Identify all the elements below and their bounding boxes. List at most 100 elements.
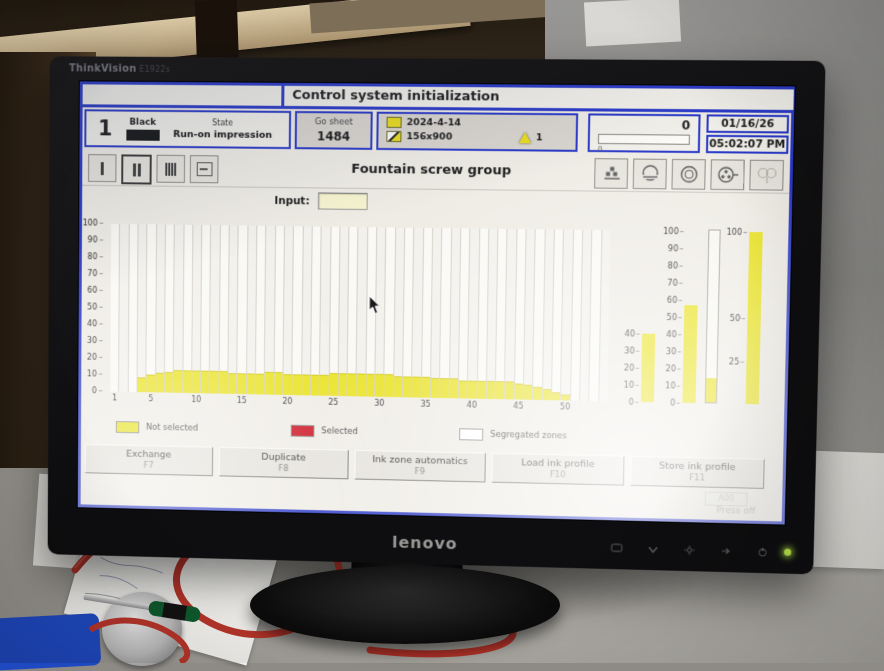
single-zone-icon[interactable]: [88, 154, 117, 183]
gauge-track[interactable]: [682, 231, 699, 404]
legend-item: Not selected: [115, 421, 198, 435]
button-fkey: F9: [414, 466, 426, 478]
input-source-icon[interactable]: [611, 543, 623, 553]
ink-zone-bar: [467, 380, 477, 399]
ink-zone-column[interactable]: [219, 225, 229, 394]
job-size: 156x900: [406, 131, 453, 143]
monitor-brand: ThinkVision E1922s: [69, 63, 170, 75]
ink-zone-column[interactable]: [274, 225, 284, 395]
duplicate-button[interactable]: Duplicate F8: [218, 446, 349, 480]
ink-zone-column[interactable]: [137, 224, 147, 393]
y-axis-tick: 80: [87, 252, 103, 261]
power-icon[interactable]: [756, 547, 768, 557]
ink-zone-bar: [237, 372, 246, 395]
ink-zone-automatics-button[interactable]: Ink zone automatics F9: [354, 449, 486, 483]
aux-button[interactable]: A00: [704, 491, 748, 507]
warning-icon: [518, 132, 532, 144]
ink-zone-bar: [440, 378, 449, 399]
plate-icon: [386, 130, 402, 143]
ink-zone-column[interactable]: [255, 225, 266, 395]
ink-zone-column[interactable]: [119, 223, 129, 392]
legend-item: Selected: [290, 424, 358, 438]
ink-zone-bar: [551, 392, 561, 401]
monitor-control-buttons: [611, 543, 769, 557]
gauge-tick: 50: [730, 314, 746, 323]
ink-zone-column[interactable]: [200, 224, 211, 394]
ink-color-swatch: [125, 129, 160, 141]
ink-zone-bar: [200, 370, 210, 394]
gauge-tick: 0: [628, 398, 638, 407]
y-axis-tick: 0: [92, 386, 103, 395]
input-field[interactable]: [317, 192, 368, 211]
state-value: Run-on impression: [173, 128, 273, 141]
button-fkey: F11: [688, 473, 706, 484]
ink-zone-column[interactable]: [182, 224, 193, 394]
gauge-c: [704, 229, 721, 404]
cylinder-open-icon[interactable]: [632, 158, 667, 190]
menu-arrow-icon[interactable]: [720, 546, 732, 556]
x-axis-tick: 25: [328, 397, 339, 407]
ink-zone-bar: [255, 373, 265, 395]
gauge-track[interactable]: [745, 232, 763, 405]
input-label: Input:: [274, 194, 310, 207]
exchange-button[interactable]: Exchange F7: [84, 443, 214, 477]
ink-zone-column[interactable]: [110, 223, 120, 392]
ink-zone-column[interactable]: [191, 224, 202, 394]
gauge-tick: 40: [625, 329, 641, 338]
ink-zone-bar: [542, 388, 552, 401]
page-title: Control system initialization: [284, 85, 794, 114]
gauge-track[interactable]: [704, 229, 721, 404]
ink-zone-bar: [477, 380, 486, 399]
store-ink-profile-button[interactable]: Store ink profile F11: [630, 455, 765, 489]
ink-zone-bar: [486, 380, 496, 400]
ink-zone-column[interactable]: [210, 225, 220, 394]
y-axis: 1009080706050403020100: [81, 218, 107, 397]
ink-zone-column[interactable]: [598, 230, 611, 402]
x-axis-tick: 20: [282, 396, 293, 406]
x-axis-tick: 30: [374, 398, 385, 408]
ink-zone-column[interactable]: [237, 225, 248, 395]
ink-zone-column[interactable]: [173, 224, 184, 393]
ink-zone-bar: [173, 369, 182, 393]
ink-zone-column[interactable]: [228, 225, 238, 394]
y-axis-tick: 50: [87, 303, 103, 312]
ink-zone-column[interactable]: [128, 224, 138, 393]
zone-profile-icon[interactable]: [189, 155, 219, 184]
cylinder-register-icon[interactable]: [710, 159, 745, 191]
ink-zone-chart[interactable]: [110, 223, 611, 402]
load-ink-profile-button[interactable]: Load ink profile F10: [491, 452, 625, 486]
ink-zone-bar: [310, 374, 320, 396]
gauge-tick: 60: [667, 296, 683, 305]
cylinder-pair-icon[interactable]: [749, 159, 784, 191]
ink-unit-dots-icon[interactable]: [594, 158, 629, 189]
input-row: Input:: [274, 192, 368, 211]
ink-zone-column[interactable]: [164, 224, 174, 393]
gauge-tick: 10: [624, 381, 640, 390]
ink-zone-bar: [458, 380, 468, 399]
gauge-tick: 30: [624, 346, 640, 355]
time-display: 05:02:07 PM: [705, 134, 789, 154]
ink-zone-column[interactable]: [246, 225, 257, 395]
ink-zone-bar: [292, 373, 301, 396]
cylinder-closed-icon[interactable]: [671, 158, 706, 190]
down-arrow-icon[interactable]: [647, 544, 659, 554]
brand-model: E1922s: [139, 64, 171, 74]
gauge-d: 100 50 25: [726, 228, 763, 405]
button-fkey: F10: [549, 470, 566, 481]
gauge-tick: 25: [729, 357, 745, 366]
multi-zone-icon[interactable]: [156, 154, 186, 183]
gauge-track[interactable]: [640, 333, 656, 403]
ink-zone-column[interactable]: [264, 225, 275, 395]
ink-zone-column[interactable]: [146, 224, 156, 393]
white-box: [809, 450, 884, 570]
button-fkey: F7: [143, 460, 154, 471]
ink-zone-column[interactable]: [155, 224, 165, 393]
y-axis-tick: 60: [87, 286, 103, 295]
ink-zone-bar: [505, 381, 514, 400]
job-panel: 2024-4-14 156x900 1: [376, 111, 579, 152]
dual-zone-icon[interactable]: [121, 154, 152, 185]
x-axis-tick: 10: [191, 395, 202, 405]
brightness-icon[interactable]: [683, 545, 695, 555]
ink-zone-bar: [495, 381, 505, 400]
legend-label: Selected: [321, 426, 358, 438]
